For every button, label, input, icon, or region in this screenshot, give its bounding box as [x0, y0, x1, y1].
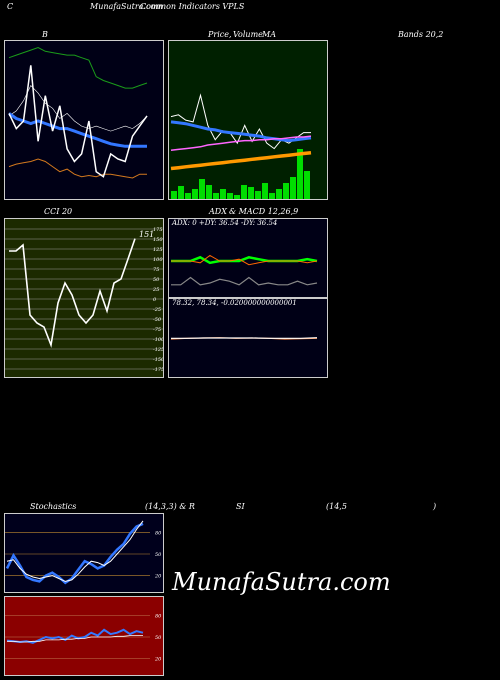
volume-bar	[185, 193, 191, 199]
volume-bar	[283, 183, 289, 199]
cci-tick-label: 100	[153, 257, 163, 263]
ma-line-pink	[170, 135, 312, 152]
stochastics-chart: 80 50 20	[4, 513, 164, 593]
volume-bar	[276, 189, 282, 199]
stoch-k-line	[5, 522, 144, 585]
macd-panel	[168, 298, 328, 378]
adx-line	[171, 276, 318, 286]
volume-bar	[171, 191, 177, 199]
cci-tick-label: 25	[152, 287, 159, 293]
volume-average-line	[170, 150, 312, 171]
rsi-ma-line	[7, 635, 143, 643]
label-stochastics: Stochastics	[30, 502, 77, 511]
volume-bar	[213, 193, 219, 199]
volume-bar	[192, 189, 198, 199]
label-rsi-c: )	[433, 502, 437, 511]
volume-bar	[206, 185, 212, 199]
cci-tick-label: -125	[153, 347, 164, 353]
volume-bar	[241, 185, 247, 199]
volume-bar	[227, 193, 233, 199]
cci-tick-label: -100	[153, 337, 164, 343]
volume-bar	[269, 193, 275, 199]
ma-line-blue	[170, 120, 312, 143]
label-rsi-a: SI	[236, 502, 245, 511]
label-cci: CCI 20	[44, 207, 73, 216]
cci-tick-label: 125	[153, 247, 163, 253]
rsi-tick-label: 80	[155, 613, 162, 619]
minus-di-line	[171, 254, 318, 266]
cci-tick-label: 75	[153, 267, 159, 273]
label-bands: Bands 20,2	[398, 30, 444, 39]
volume-bar	[255, 191, 261, 199]
middle-band-line	[8, 84, 148, 132]
stoch-tick-label: 20	[154, 574, 162, 580]
label-macd: & MACD 12,26,9	[229, 207, 299, 216]
price-line	[8, 65, 148, 178]
cci-tick-label: 150	[153, 237, 163, 243]
label-price: Price,	[208, 30, 232, 39]
stoch-tick-label: 50	[155, 552, 162, 558]
volume-bar	[220, 189, 226, 199]
macd-readout: 78.32, 78.34, -0.020000000000001	[172, 299, 297, 307]
upper-band-line	[8, 46, 148, 89]
cci-tick-label: -25	[153, 307, 161, 313]
header-title: MunafaSutra.com	[90, 2, 163, 11]
rsi-panel: 80 50 20	[4, 596, 164, 676]
rsi-tick-label: 20	[154, 657, 162, 663]
adx-panel	[168, 218, 328, 298]
label-b: B	[42, 30, 48, 39]
volume-bar	[290, 177, 296, 199]
cci-tick-label: -175	[153, 367, 164, 373]
volume-bar	[262, 183, 268, 199]
rsi-chart: 80 50 20	[4, 596, 164, 676]
moving-average-line	[8, 112, 147, 148]
header-subtitle: Common Indicators VPLS	[140, 2, 245, 11]
volume-bar	[304, 171, 310, 199]
cci-chart: 175 150 125 100 75 50 25 0 -25 -50 -75 -100 -125 -150…	[4, 218, 164, 378]
lower-band-line	[8, 158, 147, 179]
bollinger-panel	[4, 40, 164, 200]
label-stoch-params: (14,3,3) & R	[145, 502, 195, 511]
bollinger-chart	[4, 40, 164, 200]
panel-background	[5, 219, 163, 377]
cci-tick-label: -150	[153, 357, 164, 363]
label-ma: MA	[262, 30, 276, 39]
label-rsi-b: (14,5	[326, 502, 347, 511]
cci-tick-label: -75	[153, 327, 161, 333]
volume-bar	[234, 195, 240, 199]
price-volume-panel	[168, 40, 328, 200]
cci-panel: 175 150 125 100 75 50 25 0 -25 -50 -75 -100 -125 -150…	[4, 218, 164, 378]
signal-line	[171, 337, 318, 339]
macd-chart	[168, 298, 328, 378]
cci-line	[9, 238, 136, 349]
cci-tick-label: 0	[153, 297, 157, 303]
rsi-tick-label: 50	[155, 635, 162, 641]
label-volume: Volume	[233, 30, 263, 39]
watermark: MunafaSutra.com	[172, 568, 391, 596]
volume-bar	[248, 187, 254, 199]
adx-readout: ADX: 0 +DY: 36.54 -DY: 36.54	[172, 219, 278, 227]
cci-last-label: 151	[139, 230, 155, 239]
cci-tick-label: 175	[153, 227, 163, 233]
volume-bar	[297, 149, 303, 199]
stoch-d-line	[6, 520, 144, 582]
cci-tick-label: 50	[153, 277, 160, 283]
volume-bar	[199, 179, 205, 199]
cci-tick-label: -50	[153, 317, 162, 323]
adx-chart	[168, 218, 328, 298]
label-adx: ADX	[209, 207, 227, 216]
price-volume-chart	[168, 40, 328, 200]
stoch-tick-label: 80	[155, 530, 162, 536]
volume-bar	[178, 186, 184, 199]
stochastics-panel: 80 50 20	[4, 513, 164, 593]
header-left: C	[7, 2, 14, 11]
